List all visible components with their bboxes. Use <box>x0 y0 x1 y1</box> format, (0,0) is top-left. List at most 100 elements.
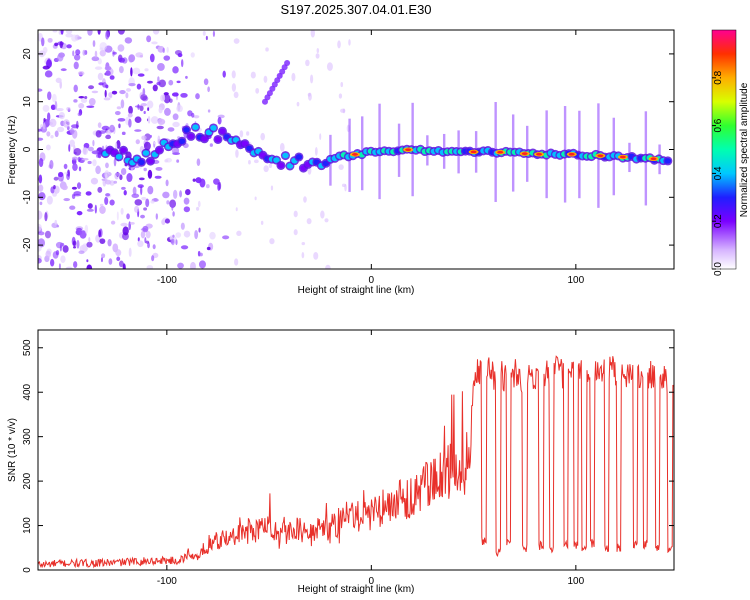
spectrogram-speckle <box>147 107 150 111</box>
spectrogram-speckle <box>105 84 109 89</box>
spectrogram-speckle <box>139 55 144 58</box>
spectrogram-speckle <box>152 84 158 92</box>
spectrogram-speckle <box>316 47 320 54</box>
spectrogram-speckle <box>44 70 53 78</box>
spectrogram-speckle <box>164 107 171 116</box>
spectrogram-speckle <box>49 159 54 170</box>
spectrogram-speckle <box>99 49 106 57</box>
spectrogram-speckle <box>324 218 329 223</box>
spectrogram-ridge-cell <box>664 158 672 164</box>
spectrogram-speckle <box>142 88 146 97</box>
spectrogram-speckle <box>141 196 147 201</box>
snr-ytick-label: 500 <box>22 339 33 356</box>
spectrogram-speckle <box>81 157 89 161</box>
spectrogram-speckle <box>86 105 95 108</box>
spectrogram-ridge-cell <box>120 147 127 154</box>
spectrogram-speckle <box>73 261 78 269</box>
spectrogram-speckle <box>151 41 158 45</box>
spectrogram-speckle <box>46 131 51 137</box>
spectrogram-speckle <box>134 199 143 206</box>
spectrogram-speckle <box>104 179 112 185</box>
spectrogram-speckle <box>125 92 129 99</box>
spectrogram-xtick-label: -100 <box>157 275 177 286</box>
spectrogram-ridge-cell <box>210 125 217 131</box>
spectrogram-speckle <box>263 165 269 173</box>
spectrogram-speckle <box>65 33 73 38</box>
snr-ticks: -100 0 100 0 100 200 300 400 500 <box>22 330 674 587</box>
spectrogram-speckle <box>145 240 150 244</box>
spectrogram-speckle <box>130 67 133 77</box>
spectrogram-speckle <box>207 86 210 93</box>
snr-series-line <box>38 355 674 569</box>
spectrogram-speckle <box>116 211 119 221</box>
spectrogram-speckle <box>176 80 181 84</box>
spectrogram-speckle <box>233 38 240 44</box>
spectrogram-speckle <box>291 72 296 82</box>
colorbar-label: Normalized spectral amplitude <box>739 82 750 217</box>
spectrogram-speckle <box>348 39 351 46</box>
spectrogram-speckle <box>128 54 136 63</box>
spectrogram-hotspot <box>536 152 543 156</box>
spectrogram-speckle <box>54 42 59 47</box>
spectrogram-speckle <box>163 94 171 104</box>
spectrogram-speckle <box>54 100 58 111</box>
spectrogram-speckle <box>143 141 151 151</box>
spectrogram-speckle <box>73 54 81 61</box>
spectrogram-speckle <box>114 110 121 116</box>
spectrogram-speckle <box>59 244 62 252</box>
spectrogram-speckle <box>99 205 106 214</box>
spectrogram-hotspot <box>619 155 626 159</box>
colorbar: 0.0 0.2 0.4 0.6 0.8 Normalized spectral ampl… <box>711 29 750 276</box>
spectrogram-ytick-label: -20 <box>22 237 33 252</box>
spectrogram-ridge-cell <box>115 153 123 160</box>
spectrogram-ridge-cell <box>178 138 186 145</box>
spectrogram-speckle <box>55 77 62 84</box>
spectrogram-speckle <box>105 70 111 76</box>
spectrogram-speckle <box>47 37 53 43</box>
spectrogram-speckle <box>303 196 307 203</box>
snr-ytick-label: 0 <box>22 567 33 573</box>
spectrogram-speckle <box>79 230 87 239</box>
spectrogram-speckle <box>91 90 99 94</box>
spectrogram-speckle <box>190 52 195 58</box>
spectrogram-speckle <box>179 190 183 198</box>
spectrogram-speckle <box>65 266 73 269</box>
spectrogram-speckle <box>197 200 201 208</box>
colorbar-tick-label: 0.8 <box>713 70 724 84</box>
spectrogram-speckle <box>73 246 77 249</box>
spectrogram-speckle <box>151 255 155 262</box>
spectrogram-speckle <box>172 121 180 128</box>
spectrogram-speckle <box>72 163 78 172</box>
spectrogram-speckle <box>104 65 112 71</box>
spectrogram-speckle <box>140 230 146 239</box>
spectrogram-speckle <box>198 260 206 269</box>
spectrogram-speckle <box>68 144 71 152</box>
spectrogram-speckle <box>310 30 315 38</box>
spectrogram-speckle <box>44 118 51 127</box>
spectrogram-speckle <box>145 198 150 208</box>
spectrogram-speckle <box>109 199 115 206</box>
spectrogram-speckle <box>198 227 201 233</box>
spectrogram-speckle <box>102 178 107 187</box>
spectrogram-speckle <box>94 204 97 214</box>
spectrogram-speckle <box>109 124 115 133</box>
spectrogram-speckle <box>162 47 165 54</box>
spectrogram-speckle <box>140 102 148 107</box>
spectrogram-speckle <box>52 30 58 33</box>
spectrogram-speckle <box>120 99 125 109</box>
spectrogram-speckle <box>206 246 211 251</box>
spectrogram-speckle <box>86 259 89 263</box>
spectrogram-ridge-cell <box>183 127 190 133</box>
snr-ytick-label: 200 <box>22 472 33 489</box>
spectrogram-speckle <box>172 66 179 74</box>
spectrogram-speckle <box>117 118 126 122</box>
spectrogram-speckle <box>142 225 149 233</box>
spectrogram-speckle <box>127 113 133 118</box>
spectrogram-speckle <box>99 238 106 244</box>
spectrogram-speckle <box>175 239 178 246</box>
spectrogram-speckle <box>80 97 88 103</box>
spectrogram-speckle <box>50 104 56 111</box>
spectrogram-speckle <box>76 182 82 189</box>
snr-ytick-label: 300 <box>22 428 33 445</box>
